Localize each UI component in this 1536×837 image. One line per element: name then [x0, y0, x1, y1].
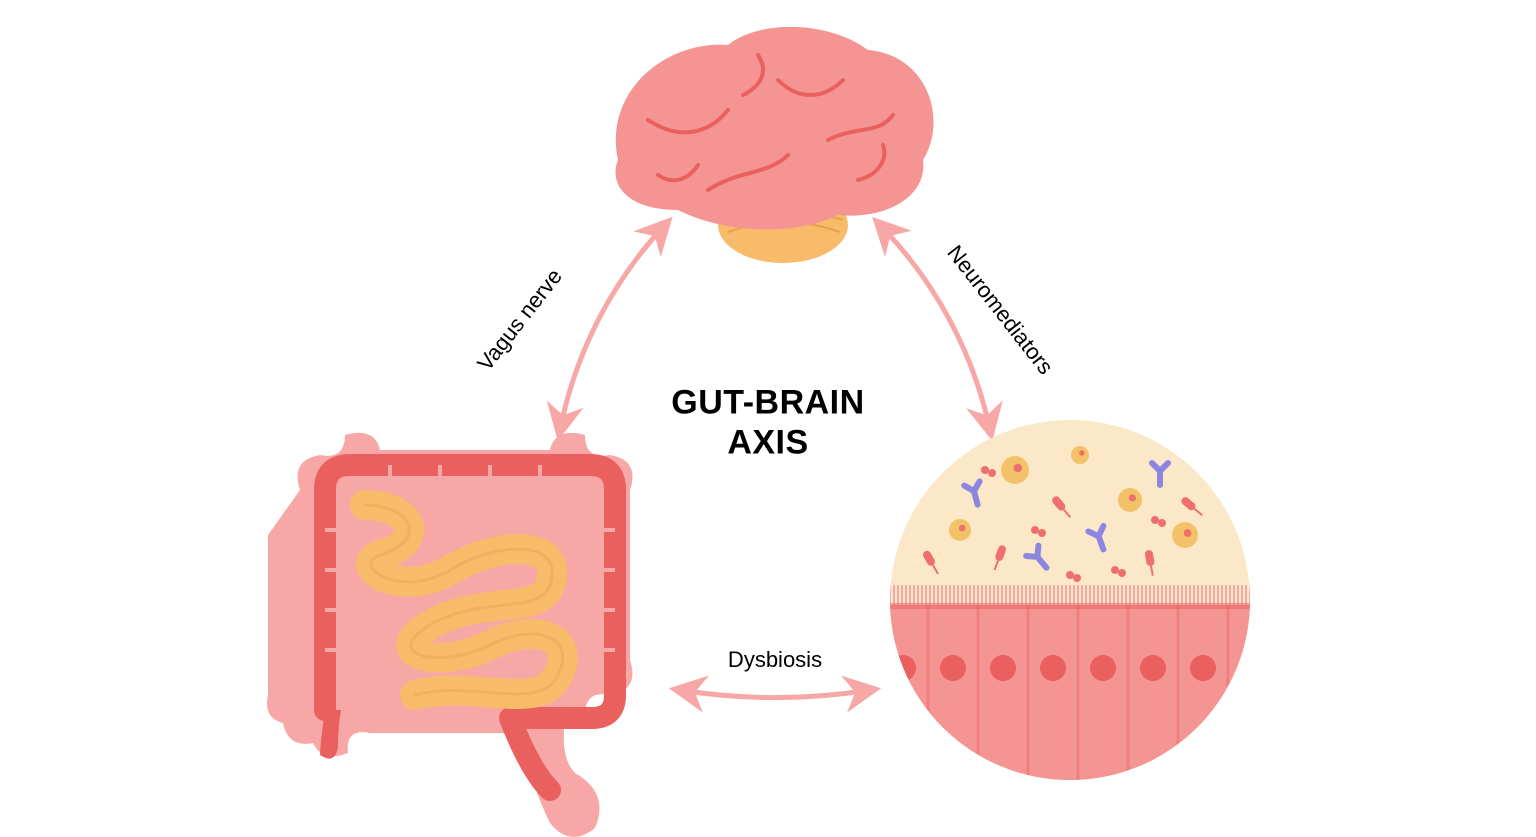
- brain-icon: [616, 27, 934, 263]
- microbiota-icon: [870, 420, 1280, 805]
- diagram-stage: GUT-BRAIN AXIS Vagus nerve Neuromediator…: [0, 0, 1536, 837]
- arrow-dysbiosis: [680, 690, 870, 698]
- label-neuro: Neuromediators: [942, 240, 1059, 379]
- label-dysbiosis: Dysbiosis: [728, 647, 822, 673]
- arrow-vagus: [560, 225, 665, 430]
- label-vagus: Vagus nerve: [472, 264, 568, 376]
- gut-icon: [267, 433, 633, 837]
- title-line2: AXIS: [671, 423, 864, 464]
- title-line1: GUT-BRAIN: [671, 382, 864, 423]
- center-title: GUT-BRAIN AXIS: [671, 382, 864, 464]
- epithelium: [870, 585, 1280, 805]
